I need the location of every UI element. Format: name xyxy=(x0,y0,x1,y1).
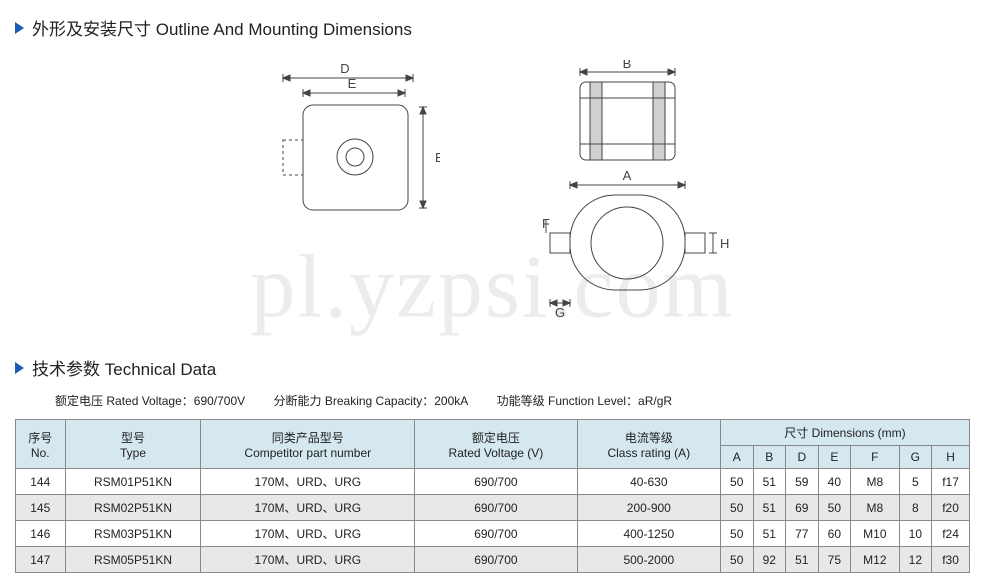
cell-E: 40 xyxy=(818,469,851,495)
th-B: B xyxy=(753,446,786,469)
cell-G: 5 xyxy=(899,469,932,495)
cell-A: 50 xyxy=(720,469,753,495)
cell-E: 60 xyxy=(818,521,851,547)
cell-comp: 170M、URD、URG xyxy=(201,469,415,495)
cell-cr: 200-900 xyxy=(577,495,720,521)
cell-type: RSM03P51KN xyxy=(65,521,201,547)
section-techdata-header: 技术参数 Technical Data xyxy=(15,355,970,380)
diagram-side-top-view: B A F xyxy=(510,60,730,320)
cell-no: 144 xyxy=(16,469,66,495)
svg-text:E: E xyxy=(435,150,440,165)
th-no: 序号No. xyxy=(16,420,66,469)
cell-cr: 400-1250 xyxy=(577,521,720,547)
cell-D: 51 xyxy=(786,547,819,573)
cell-comp: 170M、URD、URG xyxy=(201,495,415,521)
cell-F: M10 xyxy=(851,521,899,547)
th-F: F xyxy=(851,446,899,469)
cell-F: M8 xyxy=(851,469,899,495)
cell-type: RSM05P51KN xyxy=(65,547,201,573)
cell-A: 50 xyxy=(720,521,753,547)
th-cr: 电流等级Class rating (A) xyxy=(577,420,720,469)
cell-cr: 500-2000 xyxy=(577,547,720,573)
cell-B: 51 xyxy=(753,469,786,495)
cell-G: 8 xyxy=(899,495,932,521)
table-row: 146RSM03P51KN170M、URD、URG690/700400-1250… xyxy=(16,521,970,547)
svg-text:E: E xyxy=(348,76,357,91)
th-comp: 同类产品型号Competitor part number xyxy=(201,420,415,469)
th-D: D xyxy=(786,446,819,469)
cell-G: 12 xyxy=(899,547,932,573)
triangle-icon xyxy=(15,362,24,374)
th-type: 型号Type xyxy=(65,420,201,469)
cell-comp: 170M、URD、URG xyxy=(201,547,415,573)
svg-text:D: D xyxy=(340,61,349,76)
cell-rv: 690/700 xyxy=(415,495,578,521)
section2-title: 技术参数 Technical Data xyxy=(32,355,216,380)
cell-F: M12 xyxy=(851,547,899,573)
cell-B: 92 xyxy=(753,547,786,573)
cell-D: 59 xyxy=(786,469,819,495)
cell-A: 50 xyxy=(720,495,753,521)
section-outline-header: 外形及安装尺寸 Outline And Mounting Dimensions xyxy=(15,15,970,40)
cell-no: 147 xyxy=(16,547,66,573)
diagram-front-view: D E E xyxy=(255,60,440,230)
cell-D: 77 xyxy=(786,521,819,547)
th-A: A xyxy=(720,446,753,469)
cell-D: 69 xyxy=(786,495,819,521)
triangle-icon xyxy=(15,22,24,34)
cell-rv: 690/700 xyxy=(415,521,578,547)
cell-cr: 40-630 xyxy=(577,469,720,495)
cell-rv: 690/700 xyxy=(415,469,578,495)
cell-H: f24 xyxy=(932,521,970,547)
cell-A: 50 xyxy=(720,547,753,573)
cell-H: f17 xyxy=(932,469,970,495)
th-dim: 尺寸 Dimensions (mm) xyxy=(720,420,969,446)
cell-B: 51 xyxy=(753,521,786,547)
cell-H: f30 xyxy=(932,547,970,573)
cell-E: 75 xyxy=(818,547,851,573)
table-row: 147RSM05P51KN170M、URD、URG690/700500-2000… xyxy=(16,547,970,573)
svg-text:B: B xyxy=(623,60,632,71)
th-G: G xyxy=(899,446,932,469)
cell-no: 145 xyxy=(16,495,66,521)
th-E: E xyxy=(818,446,851,469)
table-row: 144RSM01P51KN170M、URD、URG690/70040-63050… xyxy=(16,469,970,495)
svg-text:A: A xyxy=(623,168,632,183)
cell-B: 51 xyxy=(753,495,786,521)
cell-G: 10 xyxy=(899,521,932,547)
cell-type: RSM02P51KN xyxy=(65,495,201,521)
cell-F: M8 xyxy=(851,495,899,521)
section1-title: 外形及安装尺寸 Outline And Mounting Dimensions xyxy=(32,15,412,40)
cell-E: 50 xyxy=(818,495,851,521)
spec-table: 序号No. 型号Type 同类产品型号Competitor part numbe… xyxy=(15,419,970,573)
cell-H: f20 xyxy=(932,495,970,521)
dimension-diagrams: D E E xyxy=(15,60,970,320)
table-row: 145RSM02P51KN170M、URD、URG690/700200-9005… xyxy=(16,495,970,521)
cell-comp: 170M、URD、URG xyxy=(201,521,415,547)
cell-rv: 690/700 xyxy=(415,547,578,573)
th-H: H xyxy=(932,446,970,469)
th-rv: 额定电压Rated Voltage (V) xyxy=(415,420,578,469)
cell-type: RSM01P51KN xyxy=(65,469,201,495)
rating-line: 额定电压 Rated Voltage：690/700V 分断能力 Breakin… xyxy=(55,392,970,409)
cell-no: 146 xyxy=(16,521,66,547)
svg-text:G: G xyxy=(555,305,565,320)
svg-text:H: H xyxy=(720,236,729,251)
